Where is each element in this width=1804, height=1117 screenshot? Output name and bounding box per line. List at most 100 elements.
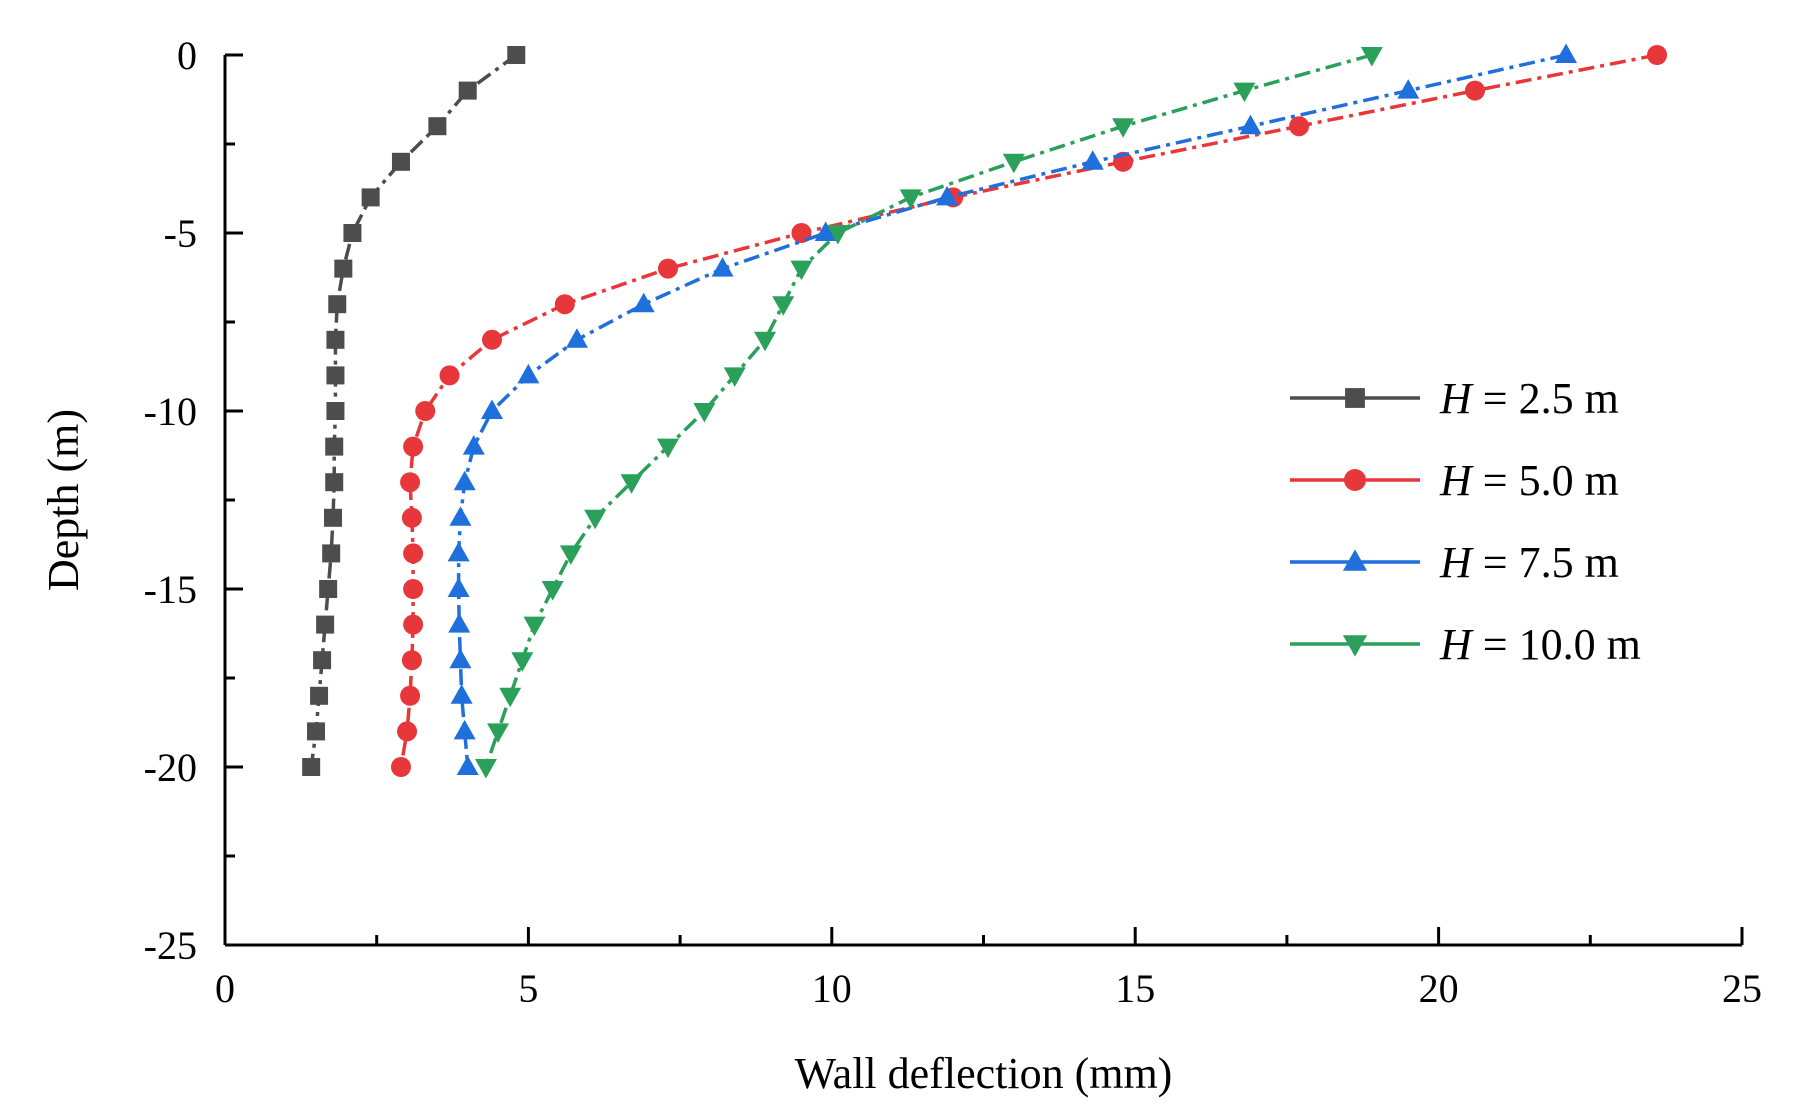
x-tick-label: 20: [1419, 966, 1459, 1011]
data-point: [565, 328, 588, 348]
data-point: [559, 545, 582, 565]
data-point: [449, 648, 472, 669]
data-point: [772, 296, 795, 316]
data-point: [439, 365, 460, 386]
data-point: [1555, 43, 1578, 63]
legend-item: H = 7.5 m: [1290, 538, 1619, 587]
data-point: [1289, 116, 1310, 137]
data-point: [480, 399, 503, 419]
data-point: [325, 473, 344, 492]
series-1: [302, 46, 526, 776]
data-point: [936, 185, 959, 206]
data-point: [328, 295, 347, 314]
data-point: [1112, 118, 1135, 138]
y-tick-label: -15: [144, 567, 197, 612]
data-point: [456, 755, 479, 775]
data-point: [403, 579, 424, 599]
y-tick-label: 0: [177, 33, 197, 78]
data-point: [397, 721, 418, 742]
legend-marker: [1345, 388, 1365, 408]
data-point: [390, 757, 411, 777]
data-point: [415, 401, 436, 421]
data-point: [620, 474, 643, 494]
y-tick-label: -25: [144, 923, 197, 968]
legend-value: = 10.0 m: [1472, 620, 1641, 669]
data-point: [449, 506, 472, 526]
data-point: [326, 330, 345, 349]
data-point: [428, 117, 447, 136]
legend-item: H = 2.5 m: [1290, 374, 1619, 423]
data-point: [401, 507, 422, 528]
data-point: [447, 577, 470, 597]
x-tick-label: 5: [518, 966, 538, 1011]
data-point: [1397, 79, 1420, 99]
data-point: [448, 613, 471, 633]
data-point: [511, 652, 534, 672]
legend-variable: H: [1439, 374, 1474, 423]
data-point: [447, 541, 470, 562]
axes-layer: 0 5 10 15 20 25 0 -5 -10 -15 -20 -25: [144, 33, 1762, 1011]
legend-variable: H: [1439, 620, 1474, 669]
data-point: [517, 363, 540, 384]
data-point: [322, 544, 341, 563]
data-point: [507, 46, 526, 64]
data-point: [1002, 153, 1025, 174]
series-line: [399, 53, 1658, 768]
data-point: [754, 331, 777, 352]
series-4: [474, 47, 1383, 779]
data-point: [453, 470, 476, 491]
legend-value: = 7.5 m: [1472, 538, 1619, 587]
data-point: [307, 722, 326, 741]
data-point: [711, 257, 734, 277]
legend-value: = 2.5 m: [1472, 374, 1619, 423]
y-axis-title: Depth (m): [39, 409, 88, 591]
data-point: [450, 684, 473, 704]
data-point: [453, 719, 476, 740]
legend-label: H = 2.5 m: [1439, 374, 1619, 423]
data-point: [1081, 150, 1104, 170]
x-tick-label: 10: [812, 966, 852, 1011]
series-layer: [302, 43, 1668, 779]
legend-item: H = 5.0 m: [1290, 456, 1619, 505]
legend-marker: [1344, 469, 1366, 491]
data-point: [1233, 82, 1256, 103]
data-point: [474, 759, 497, 779]
data-point: [554, 294, 575, 315]
series-line: [484, 53, 1373, 768]
data-point: [302, 758, 321, 776]
data-point: [400, 685, 421, 706]
data-point: [523, 616, 546, 637]
data-point: [584, 509, 607, 530]
data-point: [313, 651, 332, 670]
data-point: [401, 650, 422, 671]
data-point: [462, 435, 485, 455]
data-point: [814, 221, 837, 241]
data-point: [541, 581, 564, 601]
data-point: [400, 472, 421, 493]
data-point: [1239, 114, 1262, 135]
data-point: [319, 580, 338, 598]
legend-label: H = 5.0 m: [1439, 456, 1619, 505]
legend-label: H = 10.0 m: [1439, 620, 1641, 669]
x-tick-label: 25: [1722, 966, 1762, 1011]
data-point: [326, 366, 345, 385]
data-point: [790, 260, 813, 281]
data-point: [1360, 47, 1383, 67]
data-point: [1465, 80, 1486, 101]
data-point: [693, 403, 716, 423]
data-point: [499, 687, 522, 708]
data-point: [899, 189, 922, 209]
legend-marker: [1342, 635, 1368, 657]
series-3: [447, 43, 1578, 775]
data-point: [1647, 45, 1668, 65]
data-point: [391, 152, 410, 171]
data-point: [723, 367, 746, 387]
data-point: [481, 329, 502, 350]
data-point: [326, 402, 345, 420]
data-point: [403, 543, 424, 564]
data-point: [316, 615, 335, 634]
data-point: [325, 437, 344, 456]
legend-variable: H: [1439, 538, 1474, 587]
